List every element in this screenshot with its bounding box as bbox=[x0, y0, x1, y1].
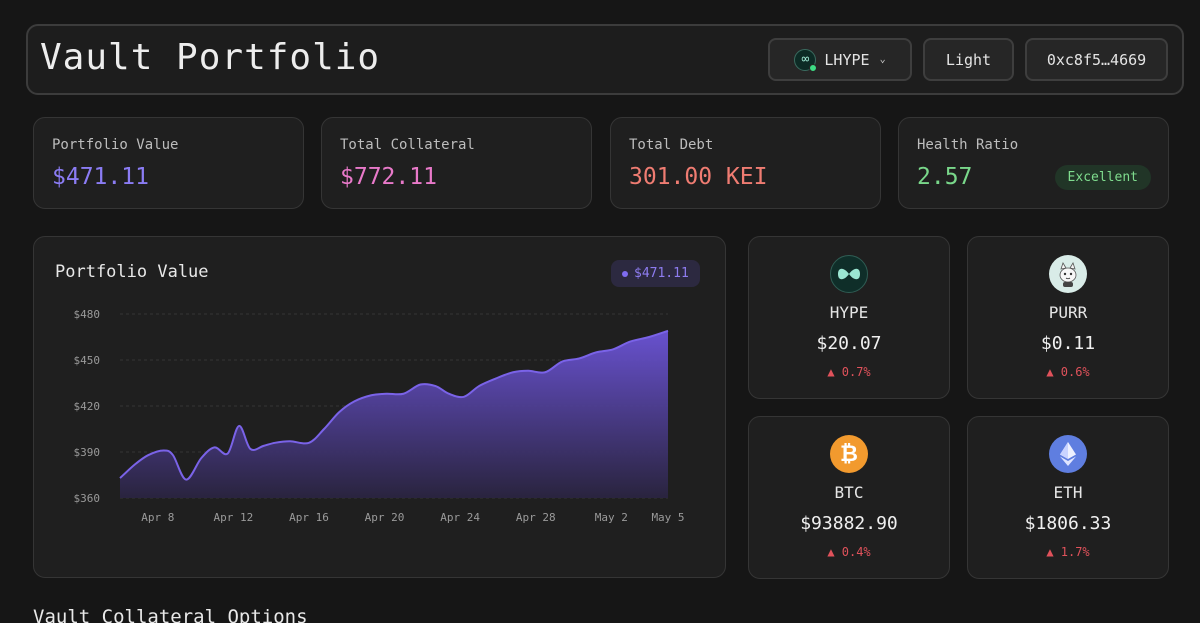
y-tick-label: $450 bbox=[74, 354, 101, 367]
token-card-btc[interactable]: ₿ BTC $93882.90 ▲ 0.4% bbox=[748, 416, 950, 579]
token-change: ▲ 0.6% bbox=[1046, 365, 1090, 379]
x-tick-label: Apr 12 bbox=[214, 511, 254, 524]
token-symbol: HYPE bbox=[829, 303, 869, 322]
infinity-icon: ∞ bbox=[794, 48, 818, 72]
x-tick-label: Apr 20 bbox=[365, 511, 405, 524]
current-value-label: $471.11 bbox=[634, 266, 689, 281]
x-tick-label: Apr 28 bbox=[516, 511, 556, 524]
y-tick-label: $480 bbox=[74, 308, 101, 321]
status-dot bbox=[809, 63, 818, 72]
ethereum-icon bbox=[1049, 435, 1087, 473]
token-price: $1806.33 bbox=[1024, 513, 1112, 534]
current-value-pill: $471.11 bbox=[611, 260, 700, 287]
network-label: LHYPE bbox=[824, 50, 870, 69]
wallet-address-button[interactable]: 0xc8f5…4669 bbox=[1025, 38, 1168, 81]
token-change: ▲ 0.7% bbox=[827, 365, 871, 379]
stat-card-health-ratio: Health Ratio 2.57 Excellent bbox=[898, 117, 1169, 209]
token-change: ▲ 0.4% bbox=[827, 545, 871, 559]
section-title: Vault Collateral Options bbox=[33, 606, 308, 623]
page-title: Vault Portfolio bbox=[40, 37, 381, 78]
stat-card-total-debt: Total Debt 301.00 KEI bbox=[610, 117, 881, 209]
series-line bbox=[119, 329, 669, 481]
portfolio-chart-card: Portfolio Value $471.11 $360 $390 $420 $450… bbox=[33, 236, 726, 578]
stat-value: $772.11 bbox=[340, 164, 437, 190]
theme-toggle-button[interactable]: Light bbox=[923, 38, 1014, 81]
y-tick-label: $420 bbox=[74, 400, 101, 413]
stat-label: Total Collateral bbox=[340, 137, 475, 153]
token-card-purr[interactable]: PURR $0.11 ▲ 0.6% bbox=[967, 236, 1169, 399]
stat-value: 2.57 bbox=[917, 164, 973, 190]
stat-label: Total Debt bbox=[629, 137, 714, 153]
x-tick-label: Apr 8 bbox=[141, 511, 174, 524]
stat-card-total-collateral: Total Collateral $772.11 bbox=[321, 117, 592, 209]
stat-label: Portfolio Value bbox=[52, 137, 179, 153]
purr-cat-icon bbox=[1049, 255, 1087, 293]
chart-title: Portfolio Value bbox=[55, 262, 209, 282]
y-tick-label: $390 bbox=[74, 446, 101, 459]
token-price: $0.11 bbox=[1040, 333, 1096, 354]
token-symbol: PURR bbox=[1048, 303, 1088, 322]
token-symbol: ETH bbox=[1053, 483, 1083, 502]
portfolio-value-chart: $360 $390 $420 $450 $480 Apr 8 Apr 12 Apr 16 Apr… bbox=[74, 308, 685, 524]
network-selector[interactable]: ∞ LHYPE ⌄ bbox=[768, 38, 912, 81]
health-status-badge: Excellent bbox=[1054, 165, 1151, 190]
token-change: ▲ 1.7% bbox=[1046, 545, 1090, 559]
y-tick-label: $360 bbox=[74, 492, 101, 505]
token-price: $93882.90 bbox=[800, 513, 898, 534]
legend-dot bbox=[622, 270, 628, 277]
token-price: $20.07 bbox=[816, 333, 882, 354]
x-tick-label: Apr 24 bbox=[440, 511, 480, 524]
area-fill bbox=[120, 330, 668, 498]
stat-value: $471.11 bbox=[52, 164, 149, 190]
bitcoin-icon: ₿ bbox=[830, 435, 868, 473]
x-tick-label: May 5 bbox=[651, 511, 684, 524]
hype-icon bbox=[830, 255, 868, 293]
token-card-hype[interactable]: HYPE $20.07 ▲ 0.7% bbox=[748, 236, 950, 399]
x-tick-label: Apr 16 bbox=[289, 511, 329, 524]
stat-card-portfolio-value: Portfolio Value $471.11 bbox=[33, 117, 304, 209]
token-card-eth[interactable]: ETH $1806.33 ▲ 1.7% bbox=[967, 416, 1169, 579]
x-tick-label: May 2 bbox=[595, 511, 628, 524]
app-header: Vault Portfolio ∞ LHYPE ⌄ Light 0xc8f5…4… bbox=[26, 24, 1184, 95]
token-symbol: BTC bbox=[834, 483, 864, 502]
chevron-down-icon: ⌄ bbox=[879, 54, 886, 65]
stat-label: Health Ratio bbox=[917, 137, 1019, 153]
stat-value: 301.00 KEI bbox=[629, 164, 768, 190]
